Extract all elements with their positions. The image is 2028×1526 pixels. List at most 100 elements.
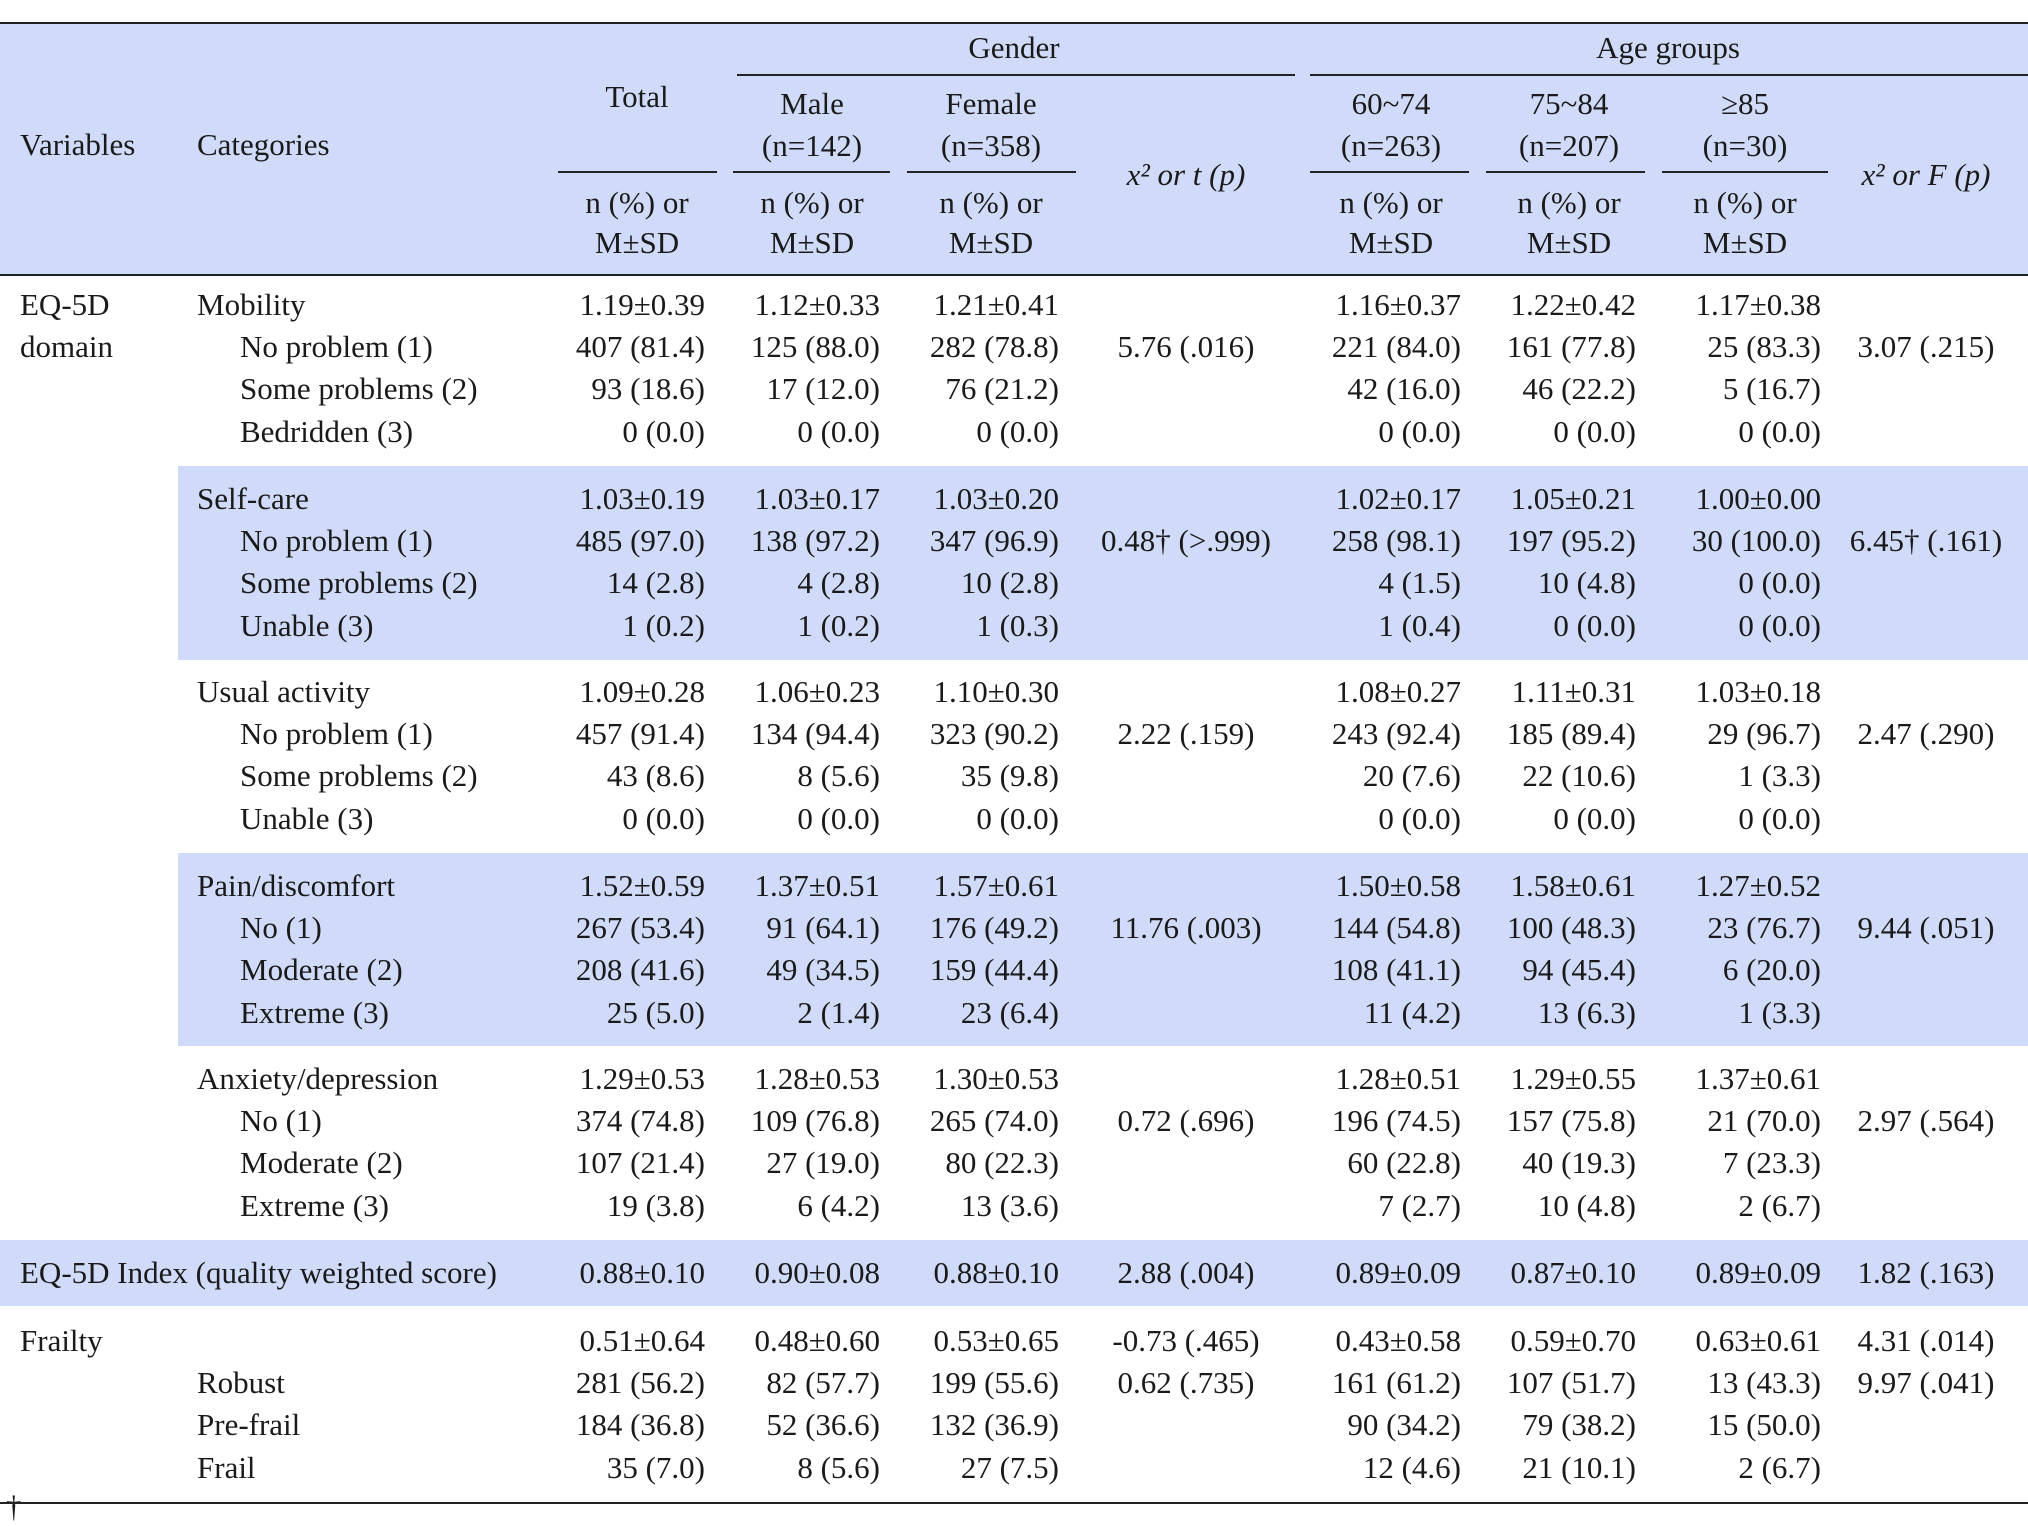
cell-total: 107 (21.4) [575,1145,705,1180]
cell-male: 91 (64.1) [766,910,880,945]
unit-total-1: n (%) or [585,185,689,220]
cell-total: 267 (53.4) [575,910,705,945]
cell-total: 93 (18.6) [591,371,705,406]
cell-female: 1.03±0.20 [933,481,1059,516]
cell-a2: 10 (4.8) [1537,1188,1636,1223]
frailty-cell-astat: 4.31 (.014) [1857,1323,1995,1358]
unit-age1-2: M±SD [1348,225,1434,260]
frailty-cell-female: 0.53±0.65 [933,1323,1059,1358]
cell-male: 27 (19.0) [766,1145,880,1180]
frailty-cell-a3: 13 (43.3) [1707,1365,1821,1400]
cell-a2: 13 (6.3) [1537,995,1636,1030]
frailty-category: Pre-frail [197,1407,301,1442]
unit-age2-2: M±SD [1526,225,1612,260]
cell-a1: 4 (1.5) [1378,565,1461,600]
category-label: Usual activity [197,674,371,709]
frailty-cell-total: 281 (56.2) [575,1365,705,1400]
cell-male: 0 (0.0) [797,414,880,449]
cell-a2: 1.22±0.42 [1510,287,1636,322]
cell-a1: 108 (41.1) [1331,952,1461,987]
frailty-cell-a2: 21 (10.1) [1522,1450,1636,1485]
frailty-cell-total: 0.51±0.64 [579,1323,705,1358]
cell-a3: 7 (23.3) [1722,1145,1821,1180]
pain-band [178,853,2028,1046]
cell-female: 1.21±0.41 [933,287,1059,322]
header-age1: 60~74 [1351,86,1431,121]
cell-a3: 30 (100.0) [1691,523,1821,558]
cell-a1: 20 (7.6) [1362,758,1461,793]
category-label: No (1) [240,1103,322,1138]
frailty-cell-a1: 161 (61.2) [1331,1365,1461,1400]
cell-a2: 40 (19.3) [1522,1145,1636,1180]
frailty-cell-female: 199 (55.6) [929,1365,1059,1400]
cell-total: 43 (8.6) [606,758,705,793]
cell-female: 80 (22.3) [945,1145,1059,1180]
cell-a1: 0 (0.0) [1378,414,1461,449]
cell-a1: 1 (0.4) [1378,608,1461,643]
cell-a3: 1.00±0.00 [1695,481,1821,516]
cell-a2: 100 (48.3) [1506,910,1636,945]
cell-female: 323 (90.2) [929,716,1059,751]
eq5d-domain-label-2: domain [20,329,113,364]
header-chi-f: x² or F (p) [1861,157,1991,192]
cell-male: 17 (12.0) [766,371,880,406]
cell-total: 25 (5.0) [606,995,705,1030]
frailty-cell-a3: 15 (50.0) [1707,1407,1821,1442]
cell-a3: 0 (0.0) [1738,414,1821,449]
cell-gstat: 5.76 (.016) [1117,329,1255,364]
total-sub-rule [558,171,717,173]
cell-a3: 1.37±0.61 [1695,1061,1821,1096]
frailty-cell-a1: 0.43±0.58 [1335,1323,1461,1358]
cell-female: 76 (21.2) [945,371,1059,406]
header-age3-n: (n=30) [1702,128,1788,163]
index-cell-male: 0.90±0.08 [754,1255,880,1290]
category-label: Bedridden (3) [240,414,414,449]
cell-a1: 221 (84.0) [1331,329,1461,364]
unit-male-2: M±SD [769,225,855,260]
cell-total: 485 (97.0) [575,523,705,558]
frailty-cell-gstat: -0.73 (.465) [1112,1323,1260,1358]
cell-a1: 1.08±0.27 [1335,674,1461,709]
cell-a1: 7 (2.7) [1378,1188,1461,1223]
cell-total: 14 (2.8) [606,565,705,600]
category-label: Some problems (2) [240,371,478,406]
cell-female: 265 (74.0) [929,1103,1059,1138]
cell-female: 347 (96.9) [929,523,1059,558]
cell-a3: 2 (6.7) [1738,1188,1821,1223]
cell-total: 19 (3.8) [606,1188,705,1223]
cell-gstat: 11.76 (.003) [1110,910,1262,945]
cell-a3: 0 (0.0) [1738,565,1821,600]
index-cell-female: 0.88±0.10 [933,1255,1059,1290]
category-label: Pain/discomfort [197,868,396,903]
cell-a1: 1.16±0.37 [1335,287,1461,322]
cell-total: 1.52±0.59 [579,868,705,903]
frailty-cell-gstat: 0.62 (.735) [1117,1365,1255,1400]
cell-total: 0 (0.0) [622,414,705,449]
cell-female: 13 (3.6) [960,1188,1059,1223]
header-variables: Variables [20,127,136,162]
footnote-mark: † [6,1489,22,1524]
category-label: Extreme (3) [240,1188,389,1223]
frailty-cell-a3: 2 (6.7) [1738,1450,1821,1485]
unit-age3-1: n (%) or [1693,185,1797,220]
cell-male: 6 (4.2) [797,1188,880,1223]
frailty-cell-a2: 107 (51.7) [1506,1365,1636,1400]
frailty-cell-a2: 79 (38.2) [1522,1407,1636,1442]
category-label: Moderate (2) [240,1145,403,1180]
cell-astat: 2.97 (.564) [1857,1103,1995,1138]
cell-a1: 42 (16.0) [1347,371,1461,406]
header-gender: Gender [968,30,1060,65]
frailty-cell-female: 27 (7.5) [960,1450,1059,1485]
unit-age2-1: n (%) or [1517,185,1621,220]
cell-female: 0 (0.0) [976,414,1059,449]
cell-female: 1.30±0.53 [933,1061,1059,1096]
unit-total-2: M±SD [594,225,680,260]
cell-male: 4 (2.8) [797,565,880,600]
unit-female-1: n (%) or [939,185,1043,220]
index-cell-a3: 0.89±0.09 [1695,1255,1821,1290]
cell-a3: 21 (70.0) [1707,1103,1821,1138]
category-label: Some problems (2) [240,758,478,793]
cell-a2: 161 (77.8) [1506,329,1636,364]
unit-female-2: M±SD [948,225,1034,260]
